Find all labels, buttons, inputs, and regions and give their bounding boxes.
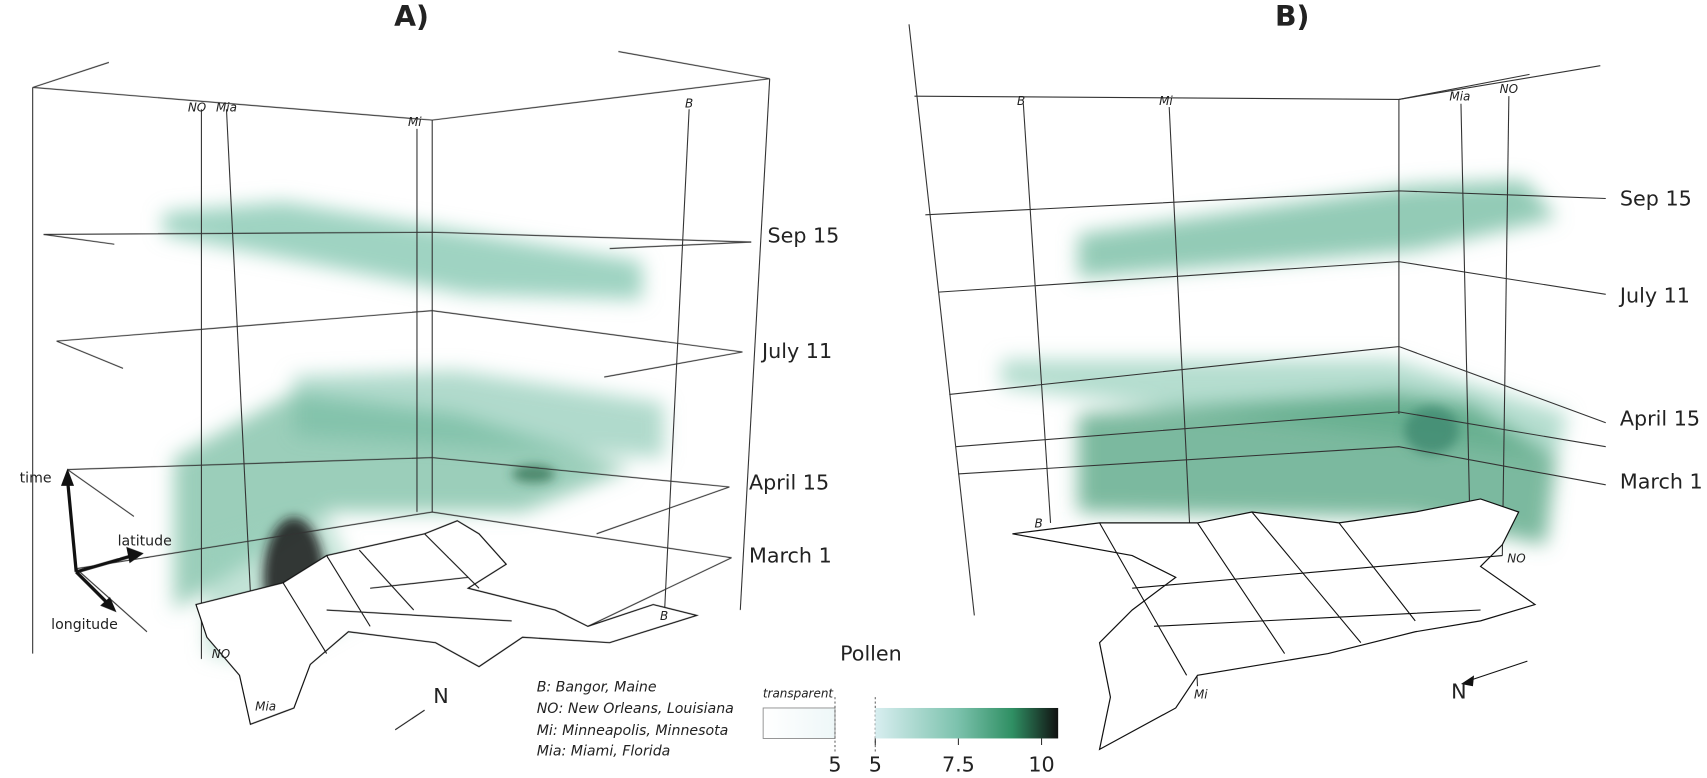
date-label: April 15 [749,471,829,495]
legend-entry: NO: New Orleans, Louisiana [537,701,734,717]
colorbar-tick-label: 5 [869,753,882,777]
city-label: Mia [1449,90,1470,104]
date-label: March 1 [1620,470,1703,494]
colorbar [762,697,1059,752]
city-label: Mia [216,101,237,115]
panel-title: A) [394,0,429,33]
map-b [1012,498,1537,751]
colorbar-note: transparent [763,686,835,700]
legend-entry: Mi: Minneapolis, Minnesota [537,723,729,739]
north-label: N [433,684,448,708]
north-arrow [394,709,425,731]
city-label: B [685,96,693,110]
colorbar-tick-label: 5 [828,753,841,777]
city-label: NO [212,647,230,661]
colorbar-tick-label: 10 [1028,753,1054,777]
axis-label: time [20,470,52,486]
city-label: NO [188,101,206,115]
axis-label: longitude [51,617,118,633]
axis-label: latitude [118,533,172,549]
north-arrow-head [1460,675,1475,687]
volume-b [1001,179,1568,545]
volume-b-peak [1404,406,1459,455]
date-label: March 1 [749,544,832,568]
city-label: B [1034,516,1042,530]
colorbar-title: Pollen [840,642,902,666]
date-label: July 11 [760,339,832,363]
labels: A) Sep 15 July 11 April 15 March 1 NO Mia Mi B NO… [20,0,1703,777]
city-label: Mi [1194,687,1208,701]
city-label: Mia [255,699,276,713]
north-arrow [1465,660,1528,683]
panel-title: B) [1275,0,1310,33]
box-a [32,50,771,703]
city-label: Mi [408,115,422,129]
colorbar-tick-label: 7.5 [942,753,975,777]
city-label: NO [1500,82,1518,96]
city-label: B [1017,94,1025,108]
north-label: N [1451,680,1466,704]
date-label: Sep 15 [767,224,839,248]
city-label: Mi [1159,94,1173,108]
legend-entry: Mia: Miami, Florida [537,744,671,760]
date-label: April 15 [1620,406,1700,430]
city-label: NO [1507,551,1525,565]
date-label: July 11 [1618,283,1690,307]
legend-entry: B: Bangor, Maine [537,679,657,695]
date-label: Sep 15 [1620,187,1692,211]
city-label: B [660,609,668,623]
map-a [195,520,699,726]
axis-arrows [60,468,144,613]
